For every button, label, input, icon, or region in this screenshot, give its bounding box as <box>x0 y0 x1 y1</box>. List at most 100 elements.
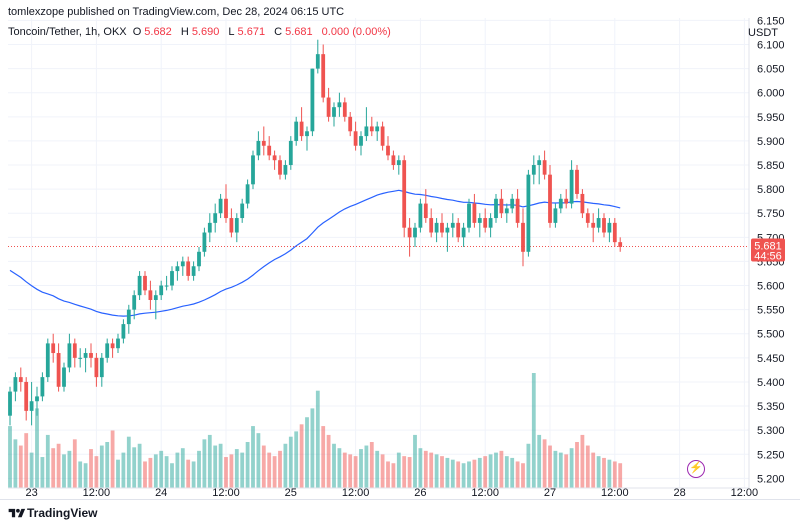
volume-bar <box>531 373 536 488</box>
candle-body <box>283 165 288 175</box>
symbol-title[interactable]: Toncoin/Tether, 1h, OKX <box>8 26 127 38</box>
candle-body <box>116 338 120 349</box>
close-value: 5.681 <box>285 26 313 38</box>
candle-body <box>45 343 50 378</box>
candle-body <box>164 285 169 287</box>
volume-bar <box>202 439 207 488</box>
candle-body <box>40 377 45 397</box>
candle-body <box>310 68 315 132</box>
candle-body <box>229 218 234 233</box>
candle-body <box>596 218 601 228</box>
candle-body <box>148 290 153 300</box>
price-tick-label: 5.300 <box>757 425 785 437</box>
volume-bar <box>240 452 245 488</box>
candles <box>8 39 623 426</box>
volume-bar <box>148 457 153 488</box>
volume-bar <box>342 452 347 488</box>
volume-bar <box>548 445 552 488</box>
time-tick-label: 27 <box>544 487 556 499</box>
volume-bar <box>288 436 293 488</box>
candle-body <box>429 218 434 233</box>
volume-bar <box>348 454 353 488</box>
price-tick-label: 5.950 <box>757 112 785 124</box>
candle-body <box>413 227 417 238</box>
candle-body <box>234 218 239 233</box>
candle-body <box>407 227 412 238</box>
price-tick-label: 5.450 <box>757 353 785 365</box>
volume-bar <box>472 459 477 488</box>
volume-bar <box>83 463 88 488</box>
volume-bar <box>218 443 223 488</box>
tradingview-logo-icon[interactable] <box>7 507 27 520</box>
candle-body <box>380 126 385 146</box>
candle-body <box>126 309 131 325</box>
candle-body <box>461 227 466 238</box>
volume-bar <box>504 456 509 488</box>
candle-body <box>483 218 488 228</box>
price-axis[interactable]: 6.150 6.100 6.050 6.000 5.950 5.900 5.850 5.800… <box>757 15 785 485</box>
candle-body <box>499 198 504 214</box>
volume-bar <box>207 434 212 488</box>
candle-body <box>542 160 547 175</box>
volume-bar <box>105 442 110 488</box>
time-axis[interactable]: 23 12:00 24 12:00 25 12:00 26 12:00 27 12:00 28 12:… <box>25 487 758 499</box>
volume-bar <box>434 454 439 488</box>
price-tick-label: 5.500 <box>757 329 785 341</box>
candle-body <box>504 208 509 214</box>
candle-body <box>472 203 477 223</box>
candle-body <box>121 324 126 339</box>
volume-bar <box>369 442 374 488</box>
lightning-bolt-icon[interactable]: ⚡ <box>687 460 705 478</box>
candle-body <box>342 102 347 117</box>
candle-body <box>537 160 542 166</box>
volume-bar <box>413 434 417 488</box>
volume-bar <box>305 417 309 488</box>
price-tick-label: 5.550 <box>757 305 785 317</box>
candle-body <box>278 160 282 175</box>
time-tick-label: 12:00 <box>601 487 629 499</box>
candle-body <box>175 266 180 272</box>
candle-body <box>477 218 482 223</box>
ohlc-high: H 5.690 <box>181 26 222 38</box>
volume-bar <box>191 461 196 488</box>
candle-body <box>8 391 12 416</box>
price-change: 0.000 (0.00%) <box>321 26 391 38</box>
time-tick-label: 12:00 <box>342 487 370 499</box>
volume-bar <box>29 452 34 488</box>
currency-unit[interactable]: USDT <box>748 27 778 39</box>
candle-body <box>510 198 515 209</box>
price-tick-label: 6.150 <box>757 15 785 27</box>
volume-bar <box>121 452 126 488</box>
time-tick-label: 28 <box>673 487 685 499</box>
candle-body <box>202 232 207 252</box>
volume-bar <box>197 450 201 488</box>
volume-bar <box>558 452 563 488</box>
candle-body <box>24 381 29 411</box>
candle-body <box>553 208 558 223</box>
volume-bar <box>456 461 461 488</box>
volume-bar <box>175 452 180 488</box>
candle-body <box>548 174 552 223</box>
volume-bar <box>67 450 72 488</box>
tradingview-brand[interactable]: TradingView <box>27 506 98 520</box>
candle-body <box>515 198 520 223</box>
volume-bar <box>477 457 482 488</box>
candle-body <box>612 222 617 243</box>
price-tick-label: 5.250 <box>757 449 785 461</box>
volume-bar <box>272 456 277 488</box>
candle-body <box>197 251 201 267</box>
time-tick-label: 12:00 <box>471 487 499 499</box>
candle-body <box>29 401 34 411</box>
volume-bar <box>526 443 531 488</box>
volume-bar <box>585 445 590 488</box>
low-value: 5.671 <box>237 26 266 38</box>
volume-bar <box>445 457 450 488</box>
volume-bar <box>35 408 39 488</box>
volume-bar <box>337 448 342 488</box>
volume-bar <box>180 448 185 488</box>
volume-bar <box>132 447 137 488</box>
volume-bar <box>294 431 299 488</box>
candle-body <box>94 357 99 378</box>
volume-bar <box>283 443 288 488</box>
